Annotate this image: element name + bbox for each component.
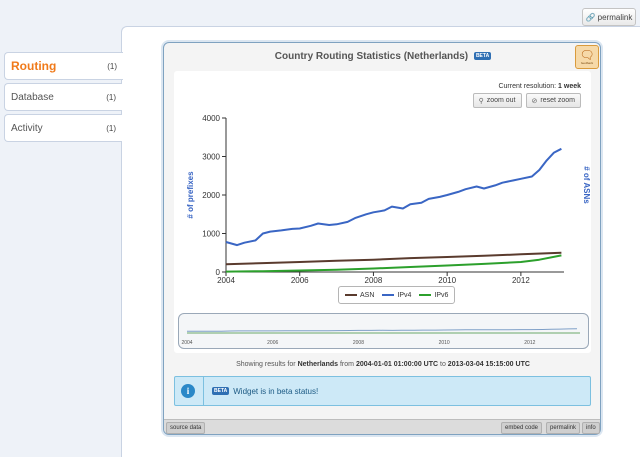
legend-swatch [382, 294, 395, 296]
reset-zoom-button[interactable]: ⊘ reset zoom [525, 93, 581, 108]
legend-label: IPv6 [434, 291, 449, 299]
zoom-controls: ⚲ zoom out ⊘ reset zoom [472, 93, 581, 108]
widget-title: Country Routing Statistics (Netherlands)… [164, 51, 602, 62]
chart-area: Current resolution: 1 week ⚲ zoom out ⊘ … [174, 71, 591, 353]
sidebar-item-count: (1) [106, 123, 116, 133]
chart-legend: ASN IPv4 IPv6 [338, 286, 456, 304]
legend-label: IPv4 [397, 291, 412, 299]
results-from: 2004-01-01 01:00:00 UTC [355, 361, 439, 368]
sidebar-item-count: (1) [106, 92, 116, 102]
resolution-indicator: Current resolution: 1 week [498, 83, 581, 90]
navigator-tick-label: 2004 [181, 340, 192, 346]
x-tick-label: 2012 [512, 276, 530, 285]
legend-swatch [419, 294, 432, 296]
y-tick-label: 2000 [202, 191, 220, 200]
permalink-footer-button[interactable]: permalink [546, 422, 581, 434]
info-message-text: Widget is in beta status! [233, 386, 319, 396]
widget-title-text: Country Routing Statistics (Netherlands) [274, 51, 469, 62]
beta-badge: BETA [473, 52, 492, 61]
results-summary: Showing results for Netherlands from 200… [164, 361, 602, 368]
reset-icon: ⊘ [531, 97, 538, 105]
legend-item-ipv6[interactable]: IPv6 [419, 292, 448, 299]
sidebar-item-label: Routing [11, 59, 57, 73]
feedback-label: feedback [580, 61, 594, 65]
permalink-button[interactable]: 🔗 permalink [582, 8, 636, 26]
sidebar: Routing (1) Database (1) Activity (1) [4, 52, 123, 145]
y2-axis-label: # of ASNs [582, 166, 591, 204]
info-icon: i [181, 384, 195, 398]
beta-info-box: i BETA Widget is in beta status! [174, 376, 591, 406]
info-divider [203, 377, 204, 405]
y-tick-label: 4000 [202, 114, 220, 123]
results-prefix: Showing results for [236, 361, 296, 368]
reset-zoom-label: reset zoom [540, 97, 575, 104]
results-to-word: to [440, 361, 446, 368]
navigator-series-line [186, 328, 578, 332]
feedback-button[interactable]: 🗨 feedback [575, 45, 599, 69]
resolution-value: 1 week [558, 83, 581, 90]
x-tick-label: 2006 [291, 276, 309, 285]
routing-chart: # of prefixes # of ASNs 0 1000 2000 3000 400… [186, 114, 591, 285]
info-button[interactable]: info [582, 422, 600, 434]
legend-item-asn[interactable]: ASN [345, 292, 374, 299]
info-message: BETA Widget is in beta status! [212, 387, 318, 396]
sidebar-item-database[interactable]: Database (1) [4, 83, 122, 111]
y-tick-label: 1000 [202, 230, 220, 239]
sidebar-item-routing[interactable]: Routing (1) [4, 52, 123, 80]
widget-footer: source data embed code permalink info [164, 419, 600, 434]
zoom-out-button[interactable]: ⚲ zoom out [472, 93, 522, 108]
magnifier-icon: ⚲ [478, 97, 484, 105]
zoom-out-label: zoom out [486, 97, 516, 104]
legend-item-ipv4[interactable]: IPv4 [382, 292, 411, 299]
sidebar-item-activity[interactable]: Activity (1) [4, 114, 122, 142]
navigator-tick-label: 2008 [353, 340, 364, 346]
results-country: Netherlands [297, 361, 339, 368]
results-to: 2013-03-04 15:15:00 UTC [447, 361, 530, 368]
chart-navigator[interactable]: 2004 2006 2008 2010 2012 [178, 313, 589, 349]
navigator-tick-label: 2006 [267, 340, 278, 346]
link-icon: 🔗 [585, 12, 596, 22]
sidebar-item-label: Activity [11, 122, 43, 134]
beta-badge: BETA [212, 387, 230, 395]
legend-swatch [345, 294, 357, 296]
navigator-tick-label: 2012 [524, 340, 535, 346]
y-tick-label: 3000 [202, 153, 220, 162]
y-tick-label: 0 [216, 268, 221, 277]
navigator-tick-label: 2010 [439, 340, 450, 346]
permalink-button-label: permalink [597, 12, 633, 22]
legend-label: ASN [360, 291, 375, 299]
source-data-button[interactable]: source data [166, 422, 206, 434]
series-line-asn [225, 251, 562, 266]
x-tick-label: 2004 [217, 276, 235, 285]
series-line-ipv6 [225, 254, 562, 273]
routing-widget: Country Routing Statistics (Netherlands)… [163, 42, 601, 435]
speech-bubble-icon: 🗨 [579, 48, 595, 62]
x-tick-label: 2008 [365, 276, 383, 285]
x-tick-label: 2010 [438, 276, 456, 285]
sidebar-item-label: Database [11, 91, 54, 103]
resolution-label: Current resolution: [498, 83, 557, 90]
results-from-word: from [339, 361, 354, 368]
navigator-chart: 2004 2006 2008 2010 2012 [181, 328, 580, 346]
series-line-ipv4 [225, 147, 562, 247]
sidebar-item-count: (1) [107, 61, 117, 71]
embed-code-button[interactable]: embed code [501, 422, 543, 434]
y-axis-label: # of prefixes [186, 171, 195, 219]
